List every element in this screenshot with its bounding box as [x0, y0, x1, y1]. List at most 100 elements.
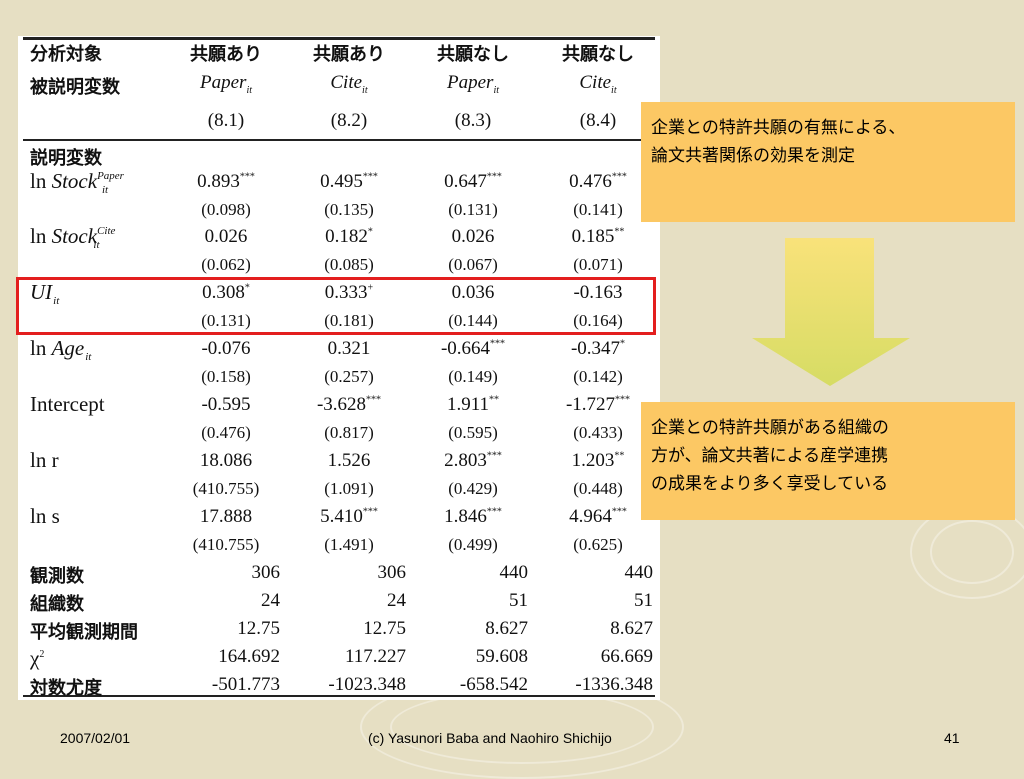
standard-error: (0.448)	[573, 479, 623, 498]
coefficient-number: 0.026	[451, 226, 495, 247]
callout-conclusion: 企業との特許共願がある組織の 方が、論文共著による産学連携 の成果をより多く享受…	[641, 402, 1015, 520]
variable-label-name: Age	[51, 336, 85, 360]
statistic-value: 306	[377, 562, 407, 583]
variable-label-name: UI	[30, 280, 53, 304]
statistic-label-text: χ	[30, 646, 40, 670]
variable-label-superscript: Cite	[97, 225, 116, 237]
coefficient-value: 0.476***	[569, 171, 627, 193]
statistic-value: 440	[499, 562, 529, 583]
variable-label: Intercept	[30, 392, 105, 417]
coefficient-number: 0.026	[204, 226, 248, 247]
coefficient-number: 1.526	[327, 450, 371, 471]
coefficient-number: -0.163	[573, 282, 623, 303]
statistic-label: χ2	[30, 646, 44, 671]
coefficient-value: 0.182*	[325, 226, 373, 248]
statistic-value: 8.627	[485, 618, 528, 639]
significance-stars: *	[367, 226, 373, 238]
header-row-label: 被説明変数	[30, 77, 120, 98]
coefficient-value: 0.026	[205, 226, 248, 248]
significance-stars: ***	[362, 171, 378, 183]
callout-line: 企業との特許共願の有無による、	[651, 118, 906, 138]
coefficient-value: 18.086	[200, 450, 252, 472]
column-dependent-variable: Citeit	[330, 72, 368, 96]
variable-label: ln s	[30, 504, 60, 529]
variable-label: ln StockCite it	[30, 224, 115, 251]
variable-label-prefix: ln	[30, 336, 52, 360]
callout-line: 企業との特許共願がある組織の	[651, 418, 889, 438]
coefficient-value: 0.026	[452, 226, 495, 248]
standard-error: (0.071)	[573, 255, 623, 274]
coefficient-number: 0.321	[327, 338, 371, 359]
statistic-value: -658.542	[459, 674, 528, 695]
statistic-value: 59.608	[475, 646, 528, 667]
standard-error: (0.131)	[201, 311, 251, 330]
statistic-label-text: 対数尤度	[30, 678, 102, 699]
standard-error: (0.429)	[448, 479, 498, 498]
statistic-value: 8.627	[610, 618, 653, 639]
coefficient-value: 0.185**	[572, 226, 625, 248]
column-dependent-variable: Citeit	[579, 72, 616, 95]
statistic-value: 440	[624, 562, 654, 583]
coefficient-number: 18.086	[199, 450, 253, 471]
significance-stars: *	[620, 338, 626, 350]
dependent-variable-name: Cite	[330, 72, 363, 93]
statistic-label: 対数尤度	[30, 674, 102, 700]
standard-error: (1.491)	[324, 535, 374, 554]
significance-stars: ***	[366, 394, 382, 406]
coefficient-number: 0.185	[571, 226, 615, 247]
variable-label-subscript: it	[101, 184, 109, 196]
coefficient-number: 5.410	[320, 506, 363, 527]
coefficient-value: 0.893***	[197, 171, 255, 193]
coefficient-number: 0.647	[444, 171, 487, 192]
coefficient-number: 0.893	[197, 171, 240, 192]
statistic-label-superscript: 2	[39, 649, 45, 660]
coefficient-value: 0.036	[452, 282, 495, 304]
column-model-number: (8.3)	[454, 110, 492, 131]
statistic-value: 66.669	[600, 646, 653, 667]
column-group-label: 共願なし	[562, 44, 634, 65]
significance-stars: ***	[486, 171, 502, 183]
significance-stars: **	[489, 394, 500, 406]
coefficient-value: -0.664***	[441, 338, 505, 360]
coefficient-value: 4.964***	[569, 506, 627, 528]
table-header-rule	[23, 139, 655, 141]
coefficient-value: 1.846***	[444, 506, 502, 528]
coefficient-value: 0.333+	[325, 282, 373, 304]
dependent-variable-subscript: it	[362, 84, 368, 96]
section-label: 説明変数	[30, 148, 102, 169]
coefficient-value: 1.203**	[572, 450, 625, 472]
standard-error: (0.062)	[201, 255, 251, 274]
coefficient-number: 0.333	[324, 282, 368, 303]
significance-stars: *	[244, 282, 250, 294]
down-arrow-icon	[752, 238, 910, 386]
table-top-rule	[23, 37, 655, 40]
coefficient-number: 0.182	[325, 226, 368, 247]
coefficient-value: 0.308*	[202, 282, 250, 304]
standard-error: (0.181)	[324, 311, 374, 330]
statistic-label-text: 平均観測期間	[30, 622, 138, 643]
statistic-label: 組織数	[30, 590, 84, 616]
statistic-value: 12.75	[237, 618, 280, 639]
coefficient-value: -0.076	[201, 338, 250, 360]
statistic-value: -1336.348	[575, 674, 653, 695]
coefficient-number: 1.846	[444, 506, 487, 527]
coefficient-number: 1.203	[571, 450, 615, 471]
significance-stars: ***	[486, 450, 502, 462]
regression-table: 分析対象 被説明変数 共願あり Paperit (8.1) 共願あり Citeit (8.2)…	[18, 36, 660, 700]
coefficient-number: -0.595	[201, 394, 251, 415]
statistic-value: 12.75	[363, 618, 406, 639]
footer-page-number: 41	[944, 730, 960, 746]
coefficient-value: -0.163	[573, 282, 622, 304]
callout-measurement-note: 企業との特許共願の有無による、 論文共著関係の効果を測定	[641, 102, 1015, 222]
variable-label-prefix: ln r	[30, 448, 59, 472]
statistic-value: 164.692	[218, 646, 280, 667]
column-dependent-variable: Paperit	[200, 72, 252, 95]
coefficient-number: 0.308	[202, 282, 245, 303]
coefficient-value: 17.888	[200, 506, 252, 528]
coefficient-number: -1.727	[565, 394, 616, 415]
variable-label-subscript: it	[93, 239, 100, 251]
column-model-number: (8.1)	[207, 110, 245, 131]
coefficient-value: 5.410***	[320, 506, 378, 528]
column-dependent-variable: Paperit	[447, 72, 499, 95]
significance-stars: +	[367, 282, 374, 294]
